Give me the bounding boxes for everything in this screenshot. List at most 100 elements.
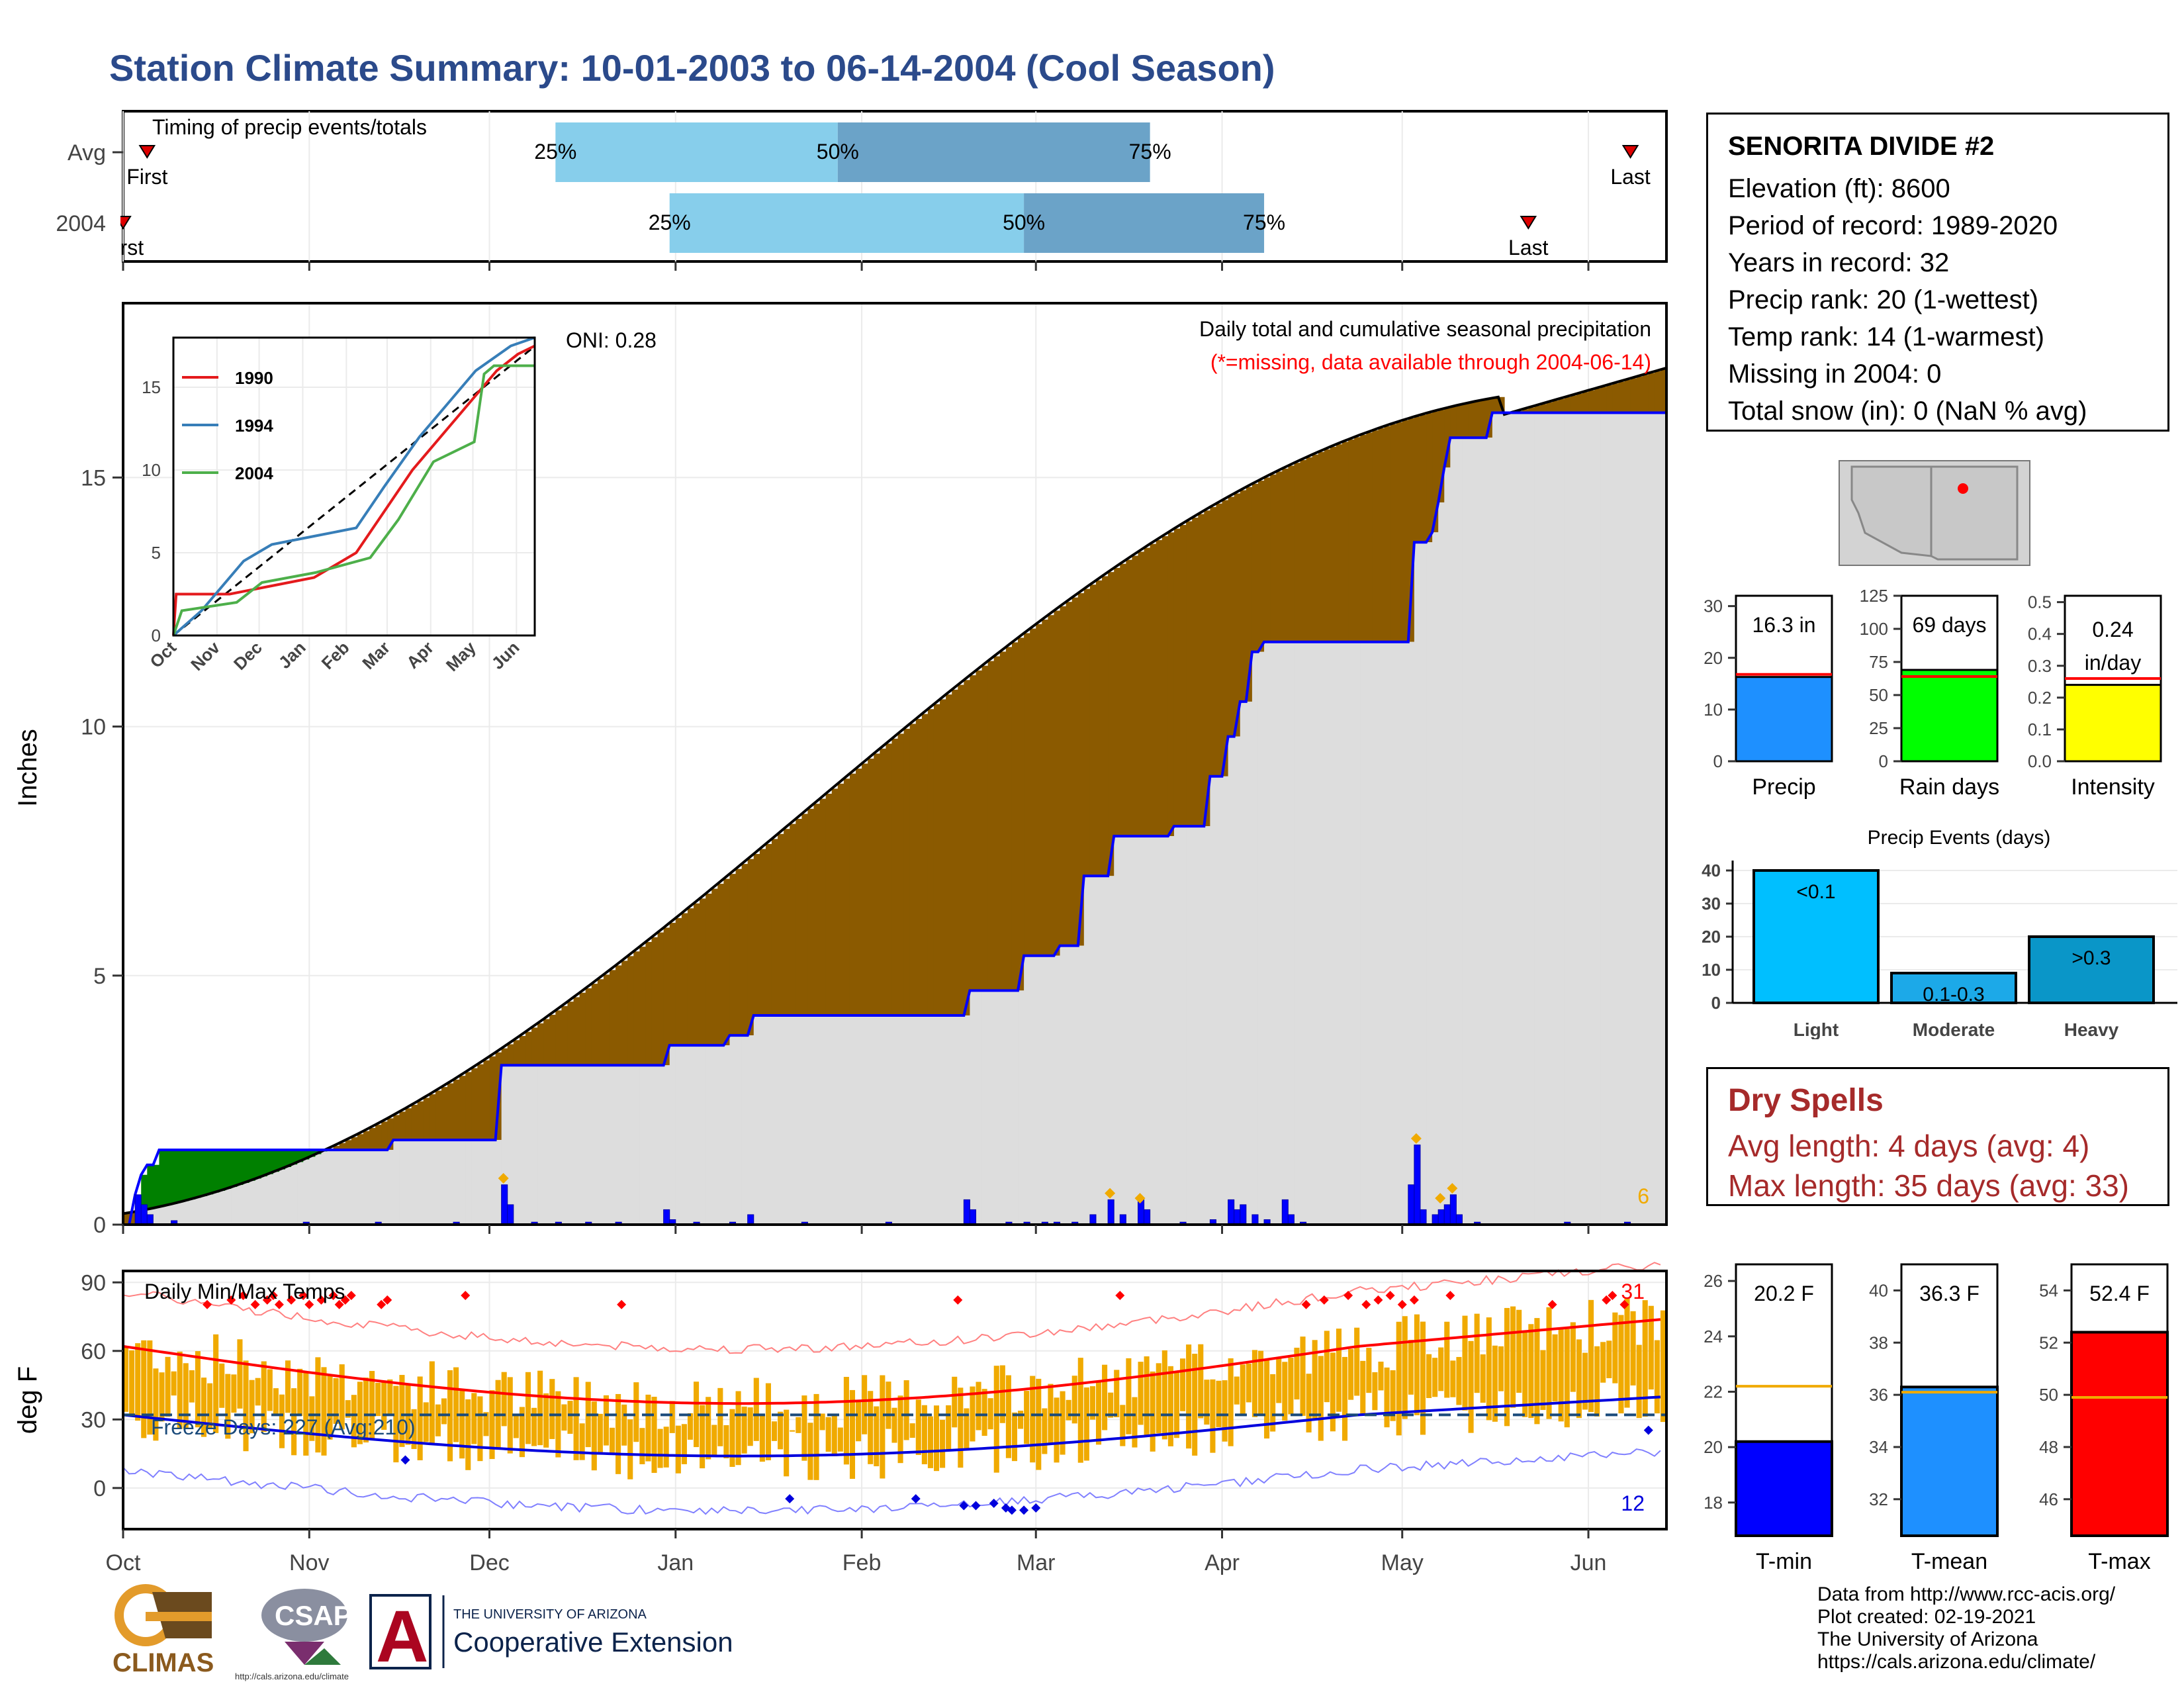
ua-line2: Cooperative Extension	[453, 1626, 733, 1658]
departure-fill	[1384, 426, 1391, 642]
departure-fill	[921, 714, 929, 1015]
departure-fill	[1288, 465, 1295, 642]
departure-fill	[351, 1137, 358, 1150]
departure-fill	[723, 878, 731, 1046]
inset-frame	[172, 336, 536, 637]
cumulative-fill	[1510, 412, 1517, 1225]
cumulative-fill	[555, 1065, 562, 1225]
cumulative-fill	[1396, 641, 1403, 1225]
departure-fill	[369, 1127, 376, 1150]
daily-temp-bar	[891, 1407, 897, 1443]
departure-fill	[1612, 383, 1619, 413]
cumulative-fill	[309, 1156, 316, 1225]
cumulative-fill	[1126, 836, 1133, 1225]
last-event-label: Last	[1610, 165, 1651, 189]
cumulative-fill	[856, 1015, 862, 1225]
departure-fill	[1234, 493, 1241, 737]
cumulative-fill	[1312, 641, 1319, 1225]
cumulative-fill	[273, 1172, 280, 1225]
mask	[0, 199, 120, 261]
daily-temp-bar	[321, 1367, 327, 1456]
departure-fill	[1396, 422, 1403, 642]
daily-temp-bar	[1300, 1336, 1306, 1416]
departure-fill	[579, 992, 586, 1066]
cumulative-fill	[249, 1180, 256, 1225]
cumulative-fill	[1432, 532, 1439, 1225]
inset-y-tick: 0	[152, 626, 161, 645]
dry-spells-title: Dry Spells	[1728, 1083, 1884, 1118]
departure-fill	[987, 661, 995, 991]
departure-fill	[1186, 521, 1193, 827]
cumulative-fill	[1558, 412, 1565, 1225]
inset-avg-line	[173, 346, 534, 637]
daily-temp-bar	[1564, 1329, 1570, 1428]
cumulative-fill	[585, 1065, 592, 1225]
daily-temp-bar	[1324, 1331, 1330, 1403]
daily-temp-bar	[1071, 1376, 1077, 1424]
daily-temp-bar	[1276, 1357, 1282, 1403]
summary-bar	[1735, 676, 1833, 763]
first-event-label: First	[126, 165, 167, 189]
daily-temp-bar	[1257, 1350, 1264, 1415]
daily-temp-bar	[1312, 1340, 1318, 1421]
cumulative-fill	[579, 1065, 586, 1225]
cumulative-fill	[1438, 502, 1445, 1225]
record-high-marker	[1547, 1299, 1557, 1309]
credit-line: https://cals.arizona.edu/climate/	[1817, 1651, 2096, 1673]
cumulative-fill	[369, 1150, 376, 1225]
departure-fill	[1210, 506, 1217, 776]
cumulative-fill	[1198, 826, 1205, 1225]
y-tick-label: 20	[1702, 927, 1721, 947]
daily-temp-bar	[1150, 1371, 1156, 1452]
daily-temp-bar	[675, 1425, 681, 1474]
departure-fill	[513, 1040, 520, 1066]
daily-temp-bar	[669, 1401, 675, 1433]
daily-temp-bar	[862, 1375, 868, 1434]
daily-temp-bar	[1077, 1358, 1083, 1463]
record-high-marker	[268, 1290, 278, 1300]
cumulative-fill	[669, 1045, 676, 1225]
departure-fill	[471, 1068, 478, 1141]
record-marker	[1447, 1183, 1458, 1194]
cumulative-fill	[315, 1154, 322, 1225]
departure-fill	[405, 1108, 412, 1141]
departure-fill	[1372, 430, 1379, 642]
cumulative-fill	[1492, 412, 1499, 1225]
daily-temp-bar	[549, 1379, 555, 1439]
departure-fill	[1480, 400, 1487, 438]
timing-row-label: 2004	[56, 211, 106, 236]
ua-line1: THE UNIVERSITY OF ARIZONA	[453, 1607, 647, 1622]
departure-fill	[231, 1150, 238, 1188]
avg-low-line	[122, 1395, 1661, 1458]
departure-fill	[249, 1150, 256, 1181]
departure-fill	[1204, 510, 1210, 827]
daily-temp-bar	[231, 1374, 237, 1413]
csap-url: http://cals.arizona.edu/climate	[235, 1671, 349, 1681]
daily-temp-bar	[333, 1378, 339, 1424]
departure-fill	[831, 788, 839, 1015]
daily-temp-bar	[363, 1378, 369, 1443]
daily-temp-bar	[753, 1378, 759, 1441]
cumulative-fill	[874, 1015, 880, 1225]
y-axis-label: Inches	[13, 729, 42, 807]
departure-fill	[627, 956, 634, 1066]
q25-label: 25%	[534, 140, 576, 164]
departure-fill	[1540, 404, 1547, 413]
departure-fill	[1095, 580, 1103, 876]
departure-fill	[868, 758, 874, 1015]
cumulative-fill	[837, 1015, 844, 1225]
departure-fill	[999, 651, 1007, 991]
departure-fill	[1270, 474, 1277, 642]
daily-temp-bar	[225, 1374, 231, 1439]
event-bar-text: <0.1	[1796, 881, 1835, 903]
cumulative-fill	[1408, 641, 1415, 1225]
record-high-marker	[1301, 1299, 1311, 1309]
record-high-marker	[383, 1295, 392, 1305]
departure-fill	[1060, 606, 1067, 946]
temp-summary-panel: 18 20 22 24 26 20.2 F T-min 32 34 36 38 40 36.3 F T-m…	[1704, 1263, 2169, 1574]
cumulative-fill	[1167, 836, 1175, 1225]
departure-fill	[717, 884, 724, 1046]
departure-fill	[1167, 532, 1175, 837]
departure-fill	[1324, 449, 1331, 642]
departure-fill	[1594, 389, 1601, 413]
